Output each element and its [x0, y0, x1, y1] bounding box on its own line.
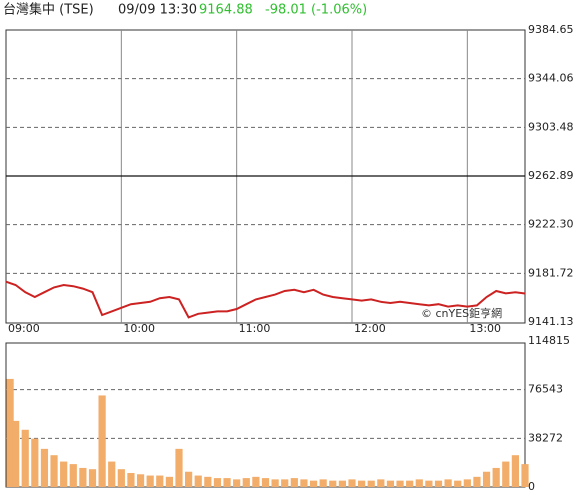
volume-bar — [406, 480, 414, 487]
volume-bar — [21, 429, 29, 487]
volume-bar — [271, 479, 279, 487]
volume-bar — [463, 479, 471, 487]
price-change: -98.01 (-1.06%) — [265, 3, 367, 18]
volume-bar — [117, 469, 125, 487]
volume-bar — [367, 480, 375, 487]
volume-panel — [5, 342, 526, 488]
volume-bar — [444, 479, 452, 487]
volume-bar — [242, 478, 250, 487]
volume-bar — [165, 476, 173, 487]
volume-bar — [338, 480, 346, 487]
volume-bar — [223, 478, 231, 487]
y-tick-label: 114815 — [528, 334, 570, 347]
volume-bar — [473, 476, 481, 487]
index-name: 台灣集中 (TSE) — [3, 2, 94, 18]
volume-bar — [511, 455, 519, 487]
volume-bar — [50, 455, 58, 487]
volume-bar — [309, 480, 318, 487]
volume-bar — [396, 480, 404, 487]
y-tick-label: 9222.30 — [528, 218, 574, 231]
volume-bar — [319, 479, 327, 487]
volume-bar — [136, 474, 145, 487]
volume-bar — [88, 469, 97, 487]
volume-bar — [252, 476, 260, 487]
y-tick-label: 9344.06 — [528, 72, 574, 85]
volume-bar — [6, 378, 14, 487]
volume-bar — [108, 461, 116, 487]
volume-bar — [290, 478, 298, 487]
volume-bar — [98, 395, 106, 487]
volume-bar — [40, 448, 49, 487]
y-tick-label: 9141.13 — [528, 315, 574, 328]
x-tick-label: 11:00 — [239, 322, 271, 335]
price-line — [5, 280, 526, 319]
volume-bar — [425, 480, 433, 487]
volume-bar — [12, 420, 20, 487]
volume-bar — [377, 479, 385, 487]
volume-bar — [521, 464, 529, 487]
volume-bar — [213, 478, 222, 487]
x-tick-label: 12:00 — [354, 322, 386, 335]
x-tick-label: 09:00 — [8, 322, 40, 335]
datetime: 09/09 13:30 — [118, 3, 197, 18]
x-tick-label: 13:00 — [469, 322, 501, 335]
volume-bar — [204, 476, 212, 487]
y-tick-label: 0 — [528, 480, 535, 493]
watermark: © cnYES鉅亨網 — [421, 306, 502, 320]
volume-bar — [79, 467, 87, 487]
volume-bar — [329, 480, 337, 487]
volume-bar — [175, 448, 183, 487]
volume-bar — [31, 438, 39, 487]
volume-bar — [185, 471, 193, 487]
volume-bar — [300, 479, 308, 487]
y-tick-label: 9262.89 — [528, 169, 574, 182]
volume-bar — [60, 461, 68, 487]
volume-bar — [415, 479, 423, 487]
y-tick-label: 9181.72 — [528, 266, 574, 279]
volume-bar — [434, 480, 443, 487]
volume-bar — [492, 467, 500, 487]
volume-bar — [156, 475, 164, 487]
x-tick-label: 10:00 — [123, 322, 155, 335]
volume-bar — [281, 479, 289, 487]
volume-bar — [358, 480, 366, 487]
volume-bar — [146, 475, 154, 487]
volume-bar — [348, 479, 356, 487]
volume-bar — [127, 473, 135, 487]
volume-bar — [454, 480, 462, 487]
y-tick-label: 38272 — [528, 431, 563, 444]
y-tick-label: 9384.65 — [528, 23, 574, 36]
y-tick-label: 9303.48 — [528, 120, 574, 133]
y-tick-label: 76543 — [528, 383, 563, 396]
volume-bar — [261, 478, 270, 487]
volume-bar — [233, 479, 241, 487]
volume-bar — [194, 475, 202, 487]
volume-bar — [69, 464, 77, 487]
volume-bar — [482, 471, 491, 487]
last-price: 9164.88 — [199, 3, 253, 18]
volume-bar — [386, 480, 395, 487]
volume-bar — [502, 461, 510, 487]
